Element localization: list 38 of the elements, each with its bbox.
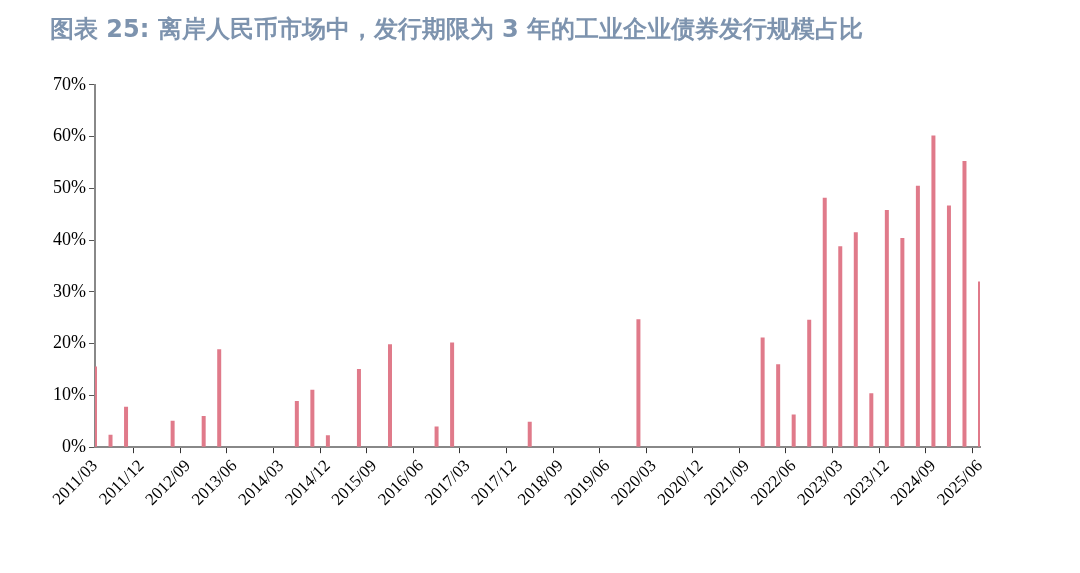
bar	[791, 414, 796, 447]
bar	[450, 342, 455, 447]
bar	[807, 319, 812, 447]
bar	[884, 210, 889, 447]
bar	[776, 364, 781, 447]
bar	[915, 185, 920, 447]
bar	[294, 401, 299, 447]
y-tick-label: 50%	[52, 177, 86, 198]
y-tick-label: 20%	[52, 332, 86, 353]
bar	[931, 135, 936, 447]
bar	[124, 406, 129, 447]
bar	[838, 246, 843, 447]
bar	[527, 421, 532, 447]
bar	[94, 366, 97, 447]
bar	[356, 369, 361, 447]
bar	[900, 238, 905, 447]
bar	[434, 426, 439, 447]
y-tick-label: 40%	[52, 228, 86, 249]
y-tick-label: 70%	[52, 73, 86, 94]
y-tick-label: 60%	[52, 125, 86, 146]
bar	[853, 232, 858, 447]
y-tick-label: 0%	[61, 435, 86, 456]
bar	[170, 420, 175, 447]
bar	[636, 319, 641, 447]
bar	[962, 160, 967, 447]
bar	[760, 337, 765, 447]
y-tick-label: 30%	[52, 280, 86, 301]
bar	[217, 349, 222, 447]
bar	[822, 197, 827, 447]
bar	[108, 434, 113, 447]
bar	[869, 393, 874, 447]
chart-title: 图表 25: 离岸人民币市场中，发行期限为 3 年的工业企业债券发行规模占比	[50, 14, 864, 43]
bar	[946, 205, 951, 447]
bar	[201, 416, 206, 447]
bar	[310, 389, 315, 447]
bar	[388, 344, 392, 447]
bar	[325, 435, 330, 447]
y-tick-label: 10%	[52, 384, 86, 405]
